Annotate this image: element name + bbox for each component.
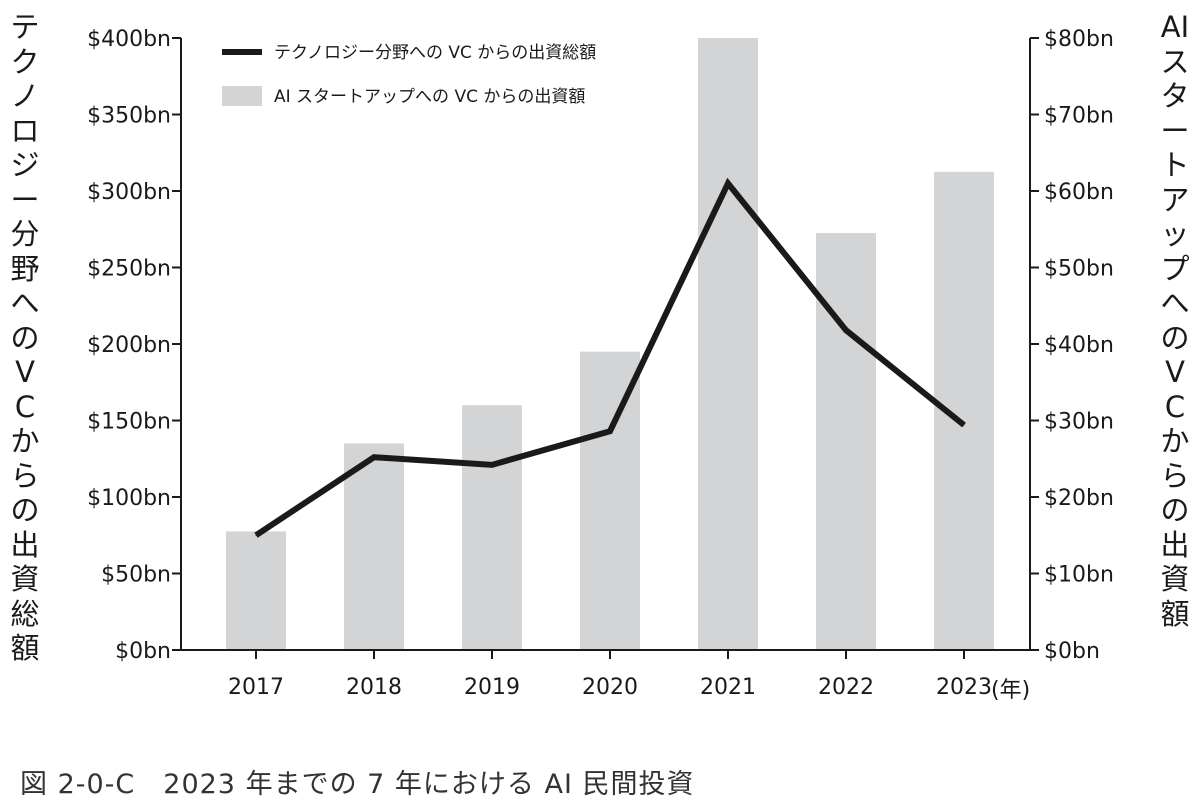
y-right-tick-label: $80bn <box>1044 27 1114 52</box>
y-right-tick-label: $60bn <box>1044 180 1114 205</box>
bar-2018 <box>344 443 404 650</box>
line-point-2021 <box>727 182 729 184</box>
line-point-2018 <box>373 456 375 458</box>
y-left-tick-label: $300bn <box>87 180 171 205</box>
bar-2020 <box>580 351 640 650</box>
y-left-tick-label: $250bn <box>87 257 171 282</box>
line-point-2019 <box>491 464 493 466</box>
x-tick-label: 2017 <box>228 675 284 700</box>
bar-2022 <box>816 233 876 650</box>
legend-bar-swatch <box>222 86 262 106</box>
line-point-2020 <box>609 430 611 432</box>
bar-2021 <box>698 38 758 650</box>
y-right-tick-label: $30bn <box>1044 410 1114 435</box>
line-point-2017 <box>255 534 257 536</box>
y-left-tick-label: $400bn <box>87 27 171 52</box>
y-left-tick-label: $200bn <box>87 333 171 358</box>
y-left-tick-label: $350bn <box>87 104 171 129</box>
legend: テクノロジー分野への VC からの出資総額 AI スタートアップへの VC から… <box>222 43 596 107</box>
figure-caption: 図 2-0-C 2023 年までの 7 年における AI 民間投資 <box>20 769 695 800</box>
y-left-tick-label: $100bn <box>87 486 171 511</box>
bar-2019 <box>462 405 522 650</box>
legend-line-label: テクノロジー分野への VC からの出資総額 <box>274 43 596 63</box>
y-left-tick-label: $0bn <box>115 639 171 664</box>
x-axis-unit: (年) <box>991 678 1031 703</box>
x-tick-label: 2018 <box>346 675 402 700</box>
legend-bar-label: AI スタートアップへの VC からの出資額 <box>274 87 585 107</box>
axes: $0bn $0bn $50bn $10bn $100bn $20bn $150bn $30bn… <box>87 27 1114 700</box>
line-point-2022 <box>845 329 847 331</box>
y-left-tick-label: $150bn <box>87 410 171 435</box>
y-axis-right-label: AIスタートアップへのVCからの出資額 <box>1160 10 1190 631</box>
y-right-tick-label: $40bn <box>1044 333 1114 358</box>
x-tick-label: 2020 <box>582 675 638 700</box>
x-tick-label: 2023 <box>936 675 992 700</box>
y-right-tick-label: $70bn <box>1044 104 1114 129</box>
line-series <box>254 177 966 538</box>
bar-2017 <box>226 531 286 650</box>
x-tick-label: 2019 <box>464 675 520 700</box>
y-right-tick-label: $20bn <box>1044 486 1114 511</box>
x-tick-label: 2021 <box>700 675 756 700</box>
x-tick-label: 2022 <box>818 675 874 700</box>
y-right-tick-label: $50bn <box>1044 257 1114 282</box>
y-right-tick-label: $10bn <box>1044 563 1114 588</box>
y-axis-left-label: テクノロジー分野へのVCからの出資総額 <box>10 10 40 665</box>
y-right-tick-label: $0bn <box>1044 639 1100 664</box>
bar-series <box>226 38 994 650</box>
line-point-2023 <box>963 424 965 426</box>
y-left-tick-label: $50bn <box>101 563 171 588</box>
